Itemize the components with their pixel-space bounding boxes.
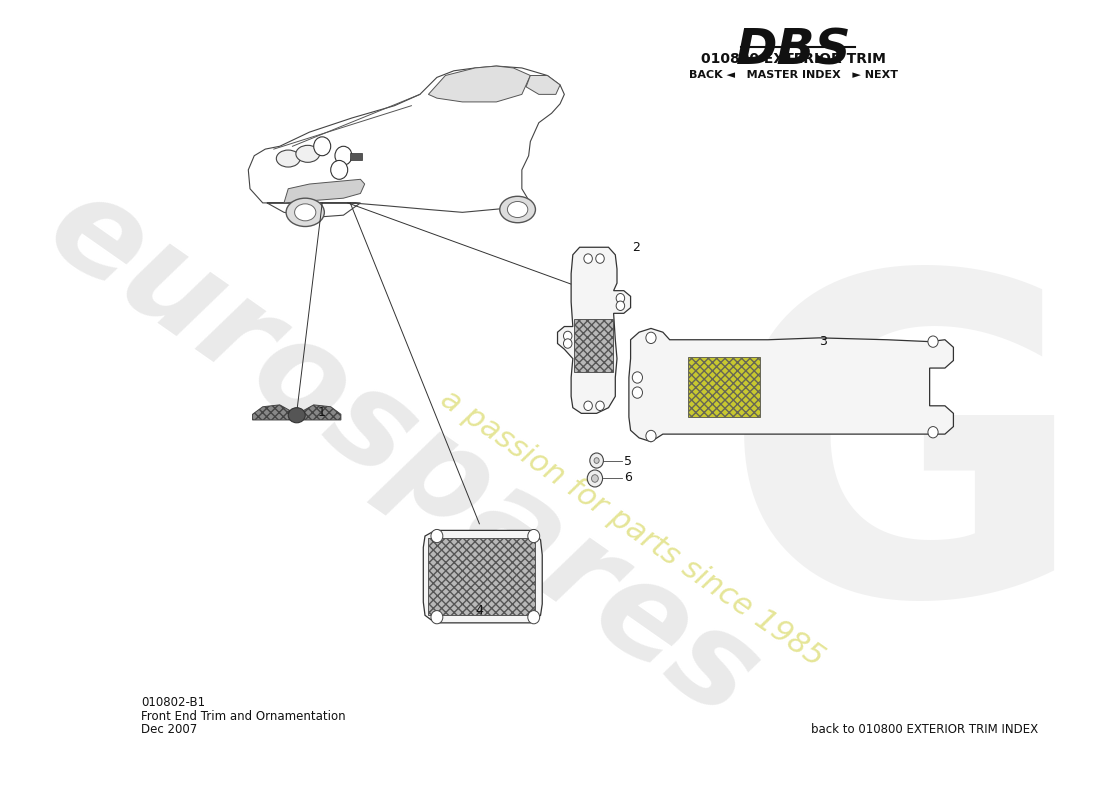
Text: a passion for parts since 1985: a passion for parts since 1985: [436, 385, 829, 673]
Text: 6: 6: [624, 471, 631, 484]
Text: eurospares: eurospares: [24, 162, 781, 745]
Ellipse shape: [296, 146, 320, 162]
Circle shape: [587, 470, 603, 487]
Circle shape: [616, 294, 625, 303]
Circle shape: [563, 331, 572, 341]
Circle shape: [431, 610, 443, 624]
Circle shape: [928, 336, 938, 347]
Ellipse shape: [507, 202, 528, 218]
Circle shape: [590, 453, 604, 468]
Text: Front End Trim and Ornamentation: Front End Trim and Ornamentation: [141, 710, 345, 722]
Circle shape: [431, 530, 443, 542]
Circle shape: [646, 430, 656, 442]
Text: 4: 4: [475, 604, 483, 617]
FancyBboxPatch shape: [574, 319, 613, 372]
Ellipse shape: [288, 408, 305, 422]
Bar: [350, 153, 362, 161]
Circle shape: [592, 474, 598, 482]
Text: 3: 3: [820, 335, 827, 348]
Circle shape: [596, 401, 604, 410]
Polygon shape: [424, 530, 542, 623]
Circle shape: [646, 332, 656, 343]
Circle shape: [331, 161, 348, 179]
Ellipse shape: [276, 150, 300, 167]
Circle shape: [596, 254, 604, 263]
Text: 2: 2: [632, 241, 640, 254]
Polygon shape: [428, 66, 530, 102]
Circle shape: [584, 401, 593, 410]
Circle shape: [594, 458, 600, 463]
Ellipse shape: [499, 196, 536, 222]
Text: 5: 5: [624, 455, 631, 468]
Polygon shape: [629, 329, 954, 442]
Text: G: G: [722, 257, 1087, 687]
Text: Dec 2007: Dec 2007: [141, 723, 198, 736]
Ellipse shape: [286, 198, 324, 226]
Polygon shape: [284, 179, 365, 203]
FancyBboxPatch shape: [428, 538, 536, 615]
Circle shape: [928, 426, 938, 438]
Polygon shape: [526, 75, 560, 94]
Circle shape: [314, 137, 331, 156]
Text: back to 010800 EXTERIOR TRIM INDEX: back to 010800 EXTERIOR TRIM INDEX: [811, 723, 1038, 736]
Circle shape: [584, 254, 593, 263]
Ellipse shape: [295, 204, 316, 221]
Circle shape: [528, 530, 540, 542]
Circle shape: [632, 387, 642, 398]
FancyBboxPatch shape: [689, 357, 760, 417]
Circle shape: [632, 372, 642, 383]
Text: 010800 EXTERIOR TRIM: 010800 EXTERIOR TRIM: [702, 52, 887, 66]
Circle shape: [563, 339, 572, 348]
Polygon shape: [253, 405, 297, 420]
Text: 010802-B1: 010802-B1: [141, 697, 206, 710]
Text: 1: 1: [318, 406, 326, 419]
Polygon shape: [249, 66, 564, 217]
Polygon shape: [297, 405, 341, 420]
Text: BACK ◄   MASTER INDEX   ► NEXT: BACK ◄ MASTER INDEX ► NEXT: [690, 70, 899, 80]
Circle shape: [336, 146, 352, 165]
Circle shape: [616, 301, 625, 310]
Text: DBS: DBS: [736, 26, 851, 74]
Circle shape: [528, 610, 540, 624]
Polygon shape: [558, 247, 630, 414]
